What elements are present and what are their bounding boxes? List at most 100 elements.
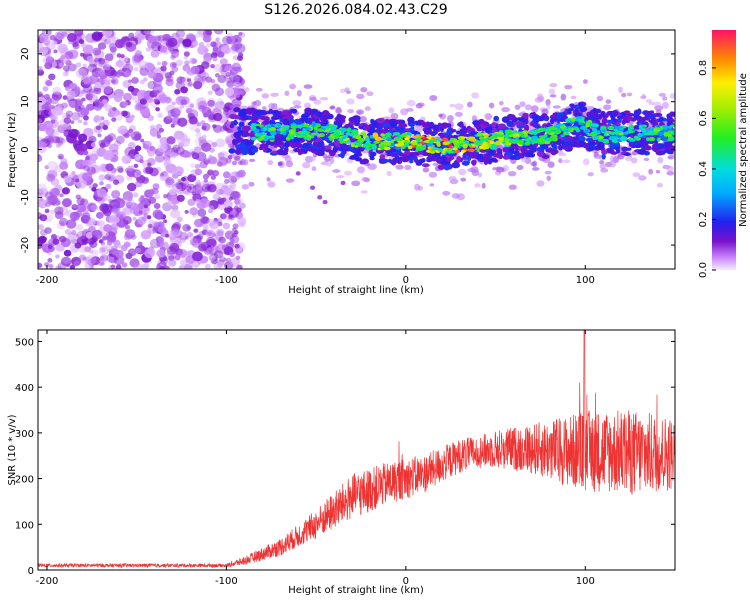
spectrogram-band-blob xyxy=(633,109,641,116)
spectrogram-noise-blob xyxy=(94,81,102,89)
spectrogram-noise-blob xyxy=(122,111,131,119)
spectrogram-noise-blob xyxy=(231,191,241,200)
spectrogram-ridge-blob xyxy=(570,117,576,122)
spectrogram-halo-blob xyxy=(388,107,395,114)
spectrogram-halo-blob xyxy=(599,160,605,165)
spectrogram-noise-blob xyxy=(196,77,206,86)
spectrogram-band-blob xyxy=(528,153,536,158)
spectrogram-noise-blob xyxy=(172,144,181,152)
spectrogram-band-blob xyxy=(335,117,345,123)
spectrogram-noise-blob xyxy=(144,95,150,100)
spectrogram-band-blob xyxy=(241,131,249,138)
spectrogram-noise-blob xyxy=(55,265,62,269)
spectrogram-noise-blob xyxy=(207,90,213,95)
spectrogram-noise-blob xyxy=(153,221,161,228)
spectrogram-noise-blob xyxy=(155,89,160,94)
spectrogram-noise-blob xyxy=(225,64,233,71)
spectrogram-band-blob xyxy=(573,142,582,148)
snr-y-tick-label: 400 xyxy=(15,383,34,394)
spectrogram-noise-blob xyxy=(159,172,165,177)
spectrogram-y-tick-label: -20 xyxy=(20,237,31,253)
spectrogram-noise-blob xyxy=(163,158,171,166)
spectrogram-noise-blob xyxy=(224,87,235,97)
spectrogram-band-blob xyxy=(447,157,453,162)
spectrogram-noise-blob xyxy=(213,63,223,73)
spectrogram-noise-blob xyxy=(50,233,57,240)
spectrogram-band-blob xyxy=(476,124,481,131)
spectrogram-noise-blob xyxy=(134,170,142,177)
spectrogram-ridge-blob xyxy=(667,138,674,142)
spectrogram-band-blob xyxy=(611,110,619,117)
spectrogram-band-blob xyxy=(552,117,558,122)
spectrogram-noise-blob xyxy=(172,221,182,230)
spectrogram-ridge-blob xyxy=(600,125,607,130)
snr-y-tick-label: 500 xyxy=(15,337,34,348)
spectrogram-band-blob xyxy=(321,109,330,117)
spectrogram-noise-blob xyxy=(38,198,48,209)
spectrogram-halo-blob xyxy=(241,183,250,190)
spectrogram-noise-blob xyxy=(190,68,195,73)
spectrogram-ridge-blob xyxy=(345,132,351,136)
spectrogram-noise-blob xyxy=(45,79,53,87)
spectrogram-noise-blob xyxy=(135,244,146,255)
spectrogram-noise-blob xyxy=(221,35,232,45)
spectrogram-noise-blob xyxy=(116,53,122,58)
spectrogram-noise-blob xyxy=(127,165,135,172)
spectrogram-band-blob xyxy=(502,155,511,160)
spectrogram-band-blob xyxy=(487,157,493,165)
spectrogram-noise-blob xyxy=(157,225,167,234)
spectrogram-noise-blob xyxy=(215,37,220,42)
spectrogram-halo-blob xyxy=(404,164,412,171)
spectrogram-noise-blob xyxy=(135,247,141,254)
spectrogram-halo-blob xyxy=(549,94,557,98)
spectrogram-ridge-blob xyxy=(641,127,646,132)
spectrogram-ridge-blob xyxy=(474,147,481,151)
spectrogram-noise-blob xyxy=(207,218,216,227)
snr-panel: -200 -100 0 100 0 100 200 300 400 500 Height of … xyxy=(7,329,676,596)
spectrogram-noise-blob xyxy=(59,217,68,226)
spectrogram-noise-blob xyxy=(186,78,192,83)
spectrogram-noise-blob xyxy=(111,79,116,84)
spectrogram-noise-blob xyxy=(111,117,117,122)
spectrogram-band-blob xyxy=(501,116,510,123)
spectrogram-noise-blob xyxy=(38,224,45,230)
spectrogram-ridge-blob xyxy=(629,124,634,129)
spectrogram-band-blob xyxy=(471,159,477,166)
spectrogram-band-blob xyxy=(658,116,664,123)
spectrogram-noise-blob xyxy=(213,250,224,259)
spectrogram-ridge-blob xyxy=(288,129,296,135)
spectrogram-noise-blob xyxy=(205,229,216,239)
spectrogram-noise-blob xyxy=(39,229,48,236)
spectrogram-halo-blob xyxy=(488,102,495,109)
spectrogram-noise-blob xyxy=(234,198,241,205)
spectrogram-noise-blob xyxy=(205,236,217,247)
spectrogram-noise-blob xyxy=(49,34,56,41)
spectrogram-noise-blob xyxy=(73,260,80,267)
spectrogram-noise-blob xyxy=(65,110,73,117)
spectrogram-band-blob xyxy=(574,108,579,114)
spectrogram-noise-blob xyxy=(196,30,202,35)
spectrogram-noise-blob xyxy=(86,105,91,110)
spectrogram-noise-blob xyxy=(189,122,199,132)
spectrogram-noise-blob xyxy=(197,208,207,217)
spectrogram-band-blob xyxy=(483,159,489,166)
spectrogram-noise-blob xyxy=(201,125,207,131)
spectrogram-band-blob xyxy=(261,116,266,121)
spectrogram-noise-blob xyxy=(169,152,177,159)
spectrogram-noise-blob xyxy=(159,241,170,251)
spectrogram-noise-blob xyxy=(104,53,114,62)
spectrogram-band-blob xyxy=(667,117,674,122)
colorbar: 0.0 0.2 0.4 0.6 0.8 Normalized spectral ampl… xyxy=(698,30,749,278)
spectrogram-noise-blob xyxy=(167,37,178,47)
spectrogram-halo-blob xyxy=(632,172,641,178)
spectrogram-noise-blob xyxy=(71,203,77,209)
spectrogram-noise-blob xyxy=(158,93,168,103)
spectrogram-noise-blob xyxy=(167,200,173,206)
spectrogram-ridge-blob xyxy=(479,137,485,140)
spectrogram-ridge-blob xyxy=(442,141,450,146)
spectrogram-noise-blob xyxy=(172,229,182,238)
spectrogram-ridge-blob xyxy=(482,141,487,146)
spectrogram-noise-blob xyxy=(214,72,220,78)
spectrogram-band-blob xyxy=(422,151,430,157)
spectrogram-halo-blob xyxy=(417,102,425,107)
